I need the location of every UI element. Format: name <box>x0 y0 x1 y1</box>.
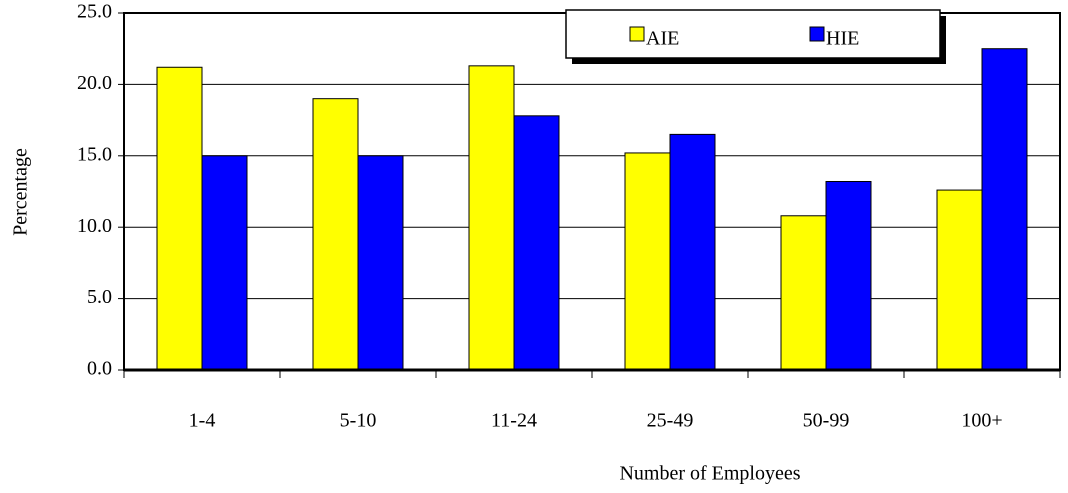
legend-box <box>565 9 941 59</box>
bar <box>201 155 248 371</box>
legend-swatch <box>629 26 645 42</box>
x-axis-label: Number of Employees <box>619 463 800 485</box>
bar <box>669 133 716 371</box>
legend-swatch <box>809 26 825 42</box>
bar <box>468 65 515 371</box>
bar <box>825 181 872 371</box>
x-tick-label: 100+ <box>961 410 1002 432</box>
bar <box>357 155 404 371</box>
legend-label: AIE <box>646 28 679 50</box>
x-tick-label: 50-99 <box>803 410 850 432</box>
bar <box>780 215 827 371</box>
y-tick-label: 0.0 <box>87 358 112 380</box>
y-tick-label: 10.0 <box>77 215 112 237</box>
y-tick-label: 20.0 <box>77 72 112 94</box>
x-tick-label: 5-10 <box>340 410 377 432</box>
bar <box>981 48 1028 371</box>
y-tick-label: 15.0 <box>77 143 112 165</box>
x-tick-label: 11-24 <box>491 410 537 432</box>
legend-label: HIE <box>826 28 859 50</box>
bar <box>513 115 560 371</box>
y-tick-label: 5.0 <box>87 286 112 308</box>
y-tick-label: 25.0 <box>77 1 112 23</box>
y-axis-label: Percentage <box>10 148 32 236</box>
bar <box>312 98 359 371</box>
bar <box>936 189 983 371</box>
x-tick-label: 1-4 <box>189 410 216 432</box>
bar <box>624 152 671 371</box>
plot-frame <box>123 12 1061 371</box>
legend: AIE HIE <box>565 9 946 64</box>
x-tick-label: 25-49 <box>647 410 694 432</box>
bar <box>156 66 203 371</box>
